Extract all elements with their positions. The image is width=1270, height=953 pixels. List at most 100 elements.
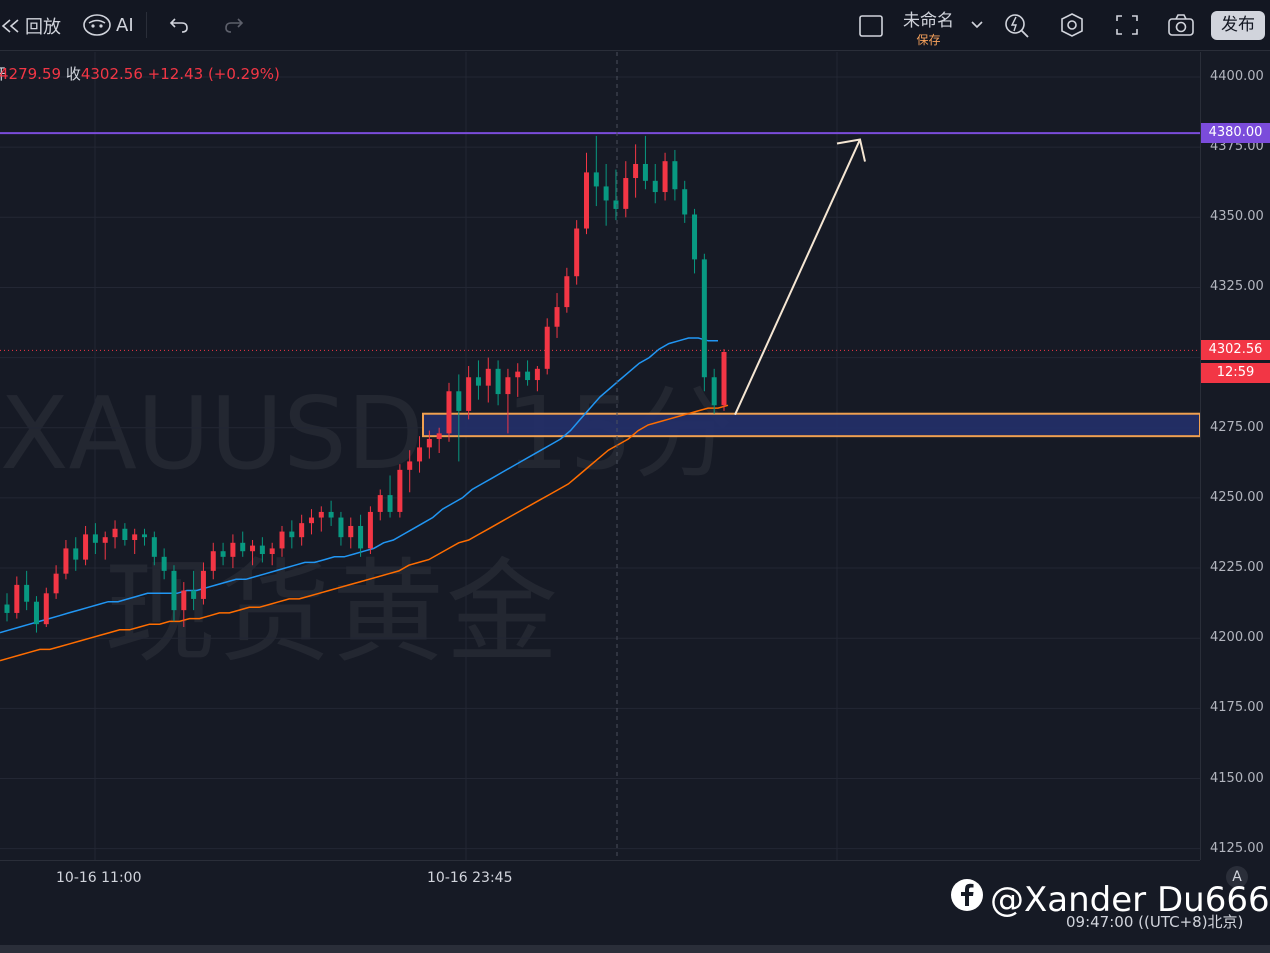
candle-body: [682, 189, 688, 215]
candle-body: [102, 537, 108, 543]
candle-body: [83, 534, 89, 560]
candle-body: [534, 368, 540, 381]
lightning-search-icon: [1003, 12, 1031, 38]
auto-scale-button[interactable]: A: [1226, 866, 1248, 888]
candle-body: [142, 534, 148, 538]
price-axis[interactable]: [1200, 52, 1270, 860]
price-chart[interactable]: [0, 52, 1200, 860]
candle-body: [456, 391, 462, 411]
moving-average-line: [0, 337, 718, 634]
close-prefix: 收: [65, 65, 81, 83]
candle-body: [495, 368, 501, 395]
candle-body: [191, 590, 197, 599]
redo-icon: [223, 15, 245, 35]
candle-body: [220, 551, 226, 557]
layout-dropdown[interactable]: [970, 17, 984, 31]
layout-name-menu[interactable]: 未命名 保存: [903, 6, 954, 48]
candle-body: [14, 584, 20, 613]
candle-body: [613, 200, 619, 209]
candle-body: [387, 495, 393, 512]
time-axis[interactable]: [0, 860, 1200, 946]
candle-body: [33, 601, 39, 625]
candle-body: [122, 528, 128, 540]
candle-body: [181, 590, 187, 611]
candle-body: [544, 326, 550, 369]
facebook-icon: [950, 878, 984, 921]
candle-body: [348, 525, 354, 538]
rewind-icon: [0, 16, 22, 36]
candle-body: [299, 523, 305, 538]
candle-body: [446, 391, 452, 434]
candle-body: [240, 542, 246, 552]
projection-arrow[interactable]: [734, 138, 866, 416]
publish-button[interactable]: 发布: [1211, 11, 1265, 40]
time-label-2: 10-16 23:45: [427, 870, 513, 886]
price-tick-label: 4350.00: [1210, 209, 1264, 225]
candle-body: [692, 214, 698, 260]
candle-body: [73, 548, 79, 560]
ai-button[interactable]: AI: [82, 12, 134, 38]
screenshot-button[interactable]: [1167, 13, 1195, 37]
support-zone[interactable]: [422, 412, 1200, 438]
candle-body: [151, 537, 157, 557]
candle-body: [338, 517, 344, 538]
candle-body: [171, 570, 177, 611]
candle-body: [92, 534, 98, 543]
fullscreen-icon: [1114, 13, 1140, 37]
author-handle: @Xander Du666: [950, 878, 1270, 921]
price-tick-label: 4125.00: [1210, 840, 1264, 856]
layout-name: 未命名: [903, 11, 954, 31]
candle-body: [633, 163, 639, 179]
candle-body: [24, 584, 30, 602]
moving-averages: [0, 337, 729, 662]
gear-icon: [1058, 12, 1086, 38]
candle-body: [642, 163, 648, 181]
price-tick-label: 4200.00: [1210, 630, 1264, 646]
candle-body: [711, 377, 717, 406]
price-tick-label: 4175.00: [1210, 700, 1264, 716]
bottom-bar: [0, 945, 1270, 953]
replay-button[interactable]: 回放: [0, 13, 61, 39]
candle-body: [279, 531, 285, 549]
redo-button[interactable]: [223, 15, 245, 35]
price-tick-label: 4250.00: [1210, 489, 1264, 505]
undo-button[interactable]: [168, 15, 190, 35]
candle-body: [554, 307, 560, 327]
candle-body: [367, 511, 373, 549]
replay-label: 回放: [25, 17, 61, 38]
fullscreen-button[interactable]: [1114, 13, 1140, 37]
quick-search-button[interactable]: [1003, 12, 1031, 38]
candle-body: [358, 525, 364, 549]
candle-body: [485, 368, 491, 386]
candle-body: [515, 371, 521, 378]
candle-body: [269, 548, 275, 555]
candle-body: [426, 438, 432, 448]
candle-body: [417, 447, 423, 462]
candle-body: [603, 186, 609, 201]
toolbar-divider: [146, 12, 147, 38]
candle-body: [132, 534, 138, 540]
candle-body: [43, 593, 49, 625]
horizontal-line-price-tag: 4380.00: [1201, 123, 1270, 143]
candle-body: [407, 461, 413, 470]
candle-body: [308, 517, 314, 524]
select-layout-button[interactable]: [858, 14, 884, 38]
ohlc-legend: 开4279.59 收4302.56 +12.43 (+0.29%): [0, 63, 280, 84]
settings-button[interactable]: [1058, 12, 1086, 38]
price-tick-label: 4400.00: [1210, 69, 1264, 84]
candle-body: [161, 556, 167, 571]
ai-label: AI: [116, 14, 134, 36]
robot-icon: [82, 12, 112, 38]
candle-body: [652, 180, 658, 193]
candle-body: [200, 570, 206, 599]
time-label-1: 10-16 11:00: [56, 870, 142, 886]
candle-body: [662, 161, 668, 193]
candle-body: [259, 545, 265, 555]
clock: 09:47:00 ((UTC+8)北京): [1066, 913, 1244, 931]
horizontal-line[interactable]: [0, 132, 1200, 351]
open-value: 4279.59: [0, 65, 62, 83]
price-tick-label: 4275.00: [1210, 419, 1264, 435]
candle-body: [230, 542, 236, 557]
close-value: 4302.56: [80, 65, 143, 83]
candle-body: [525, 371, 531, 381]
